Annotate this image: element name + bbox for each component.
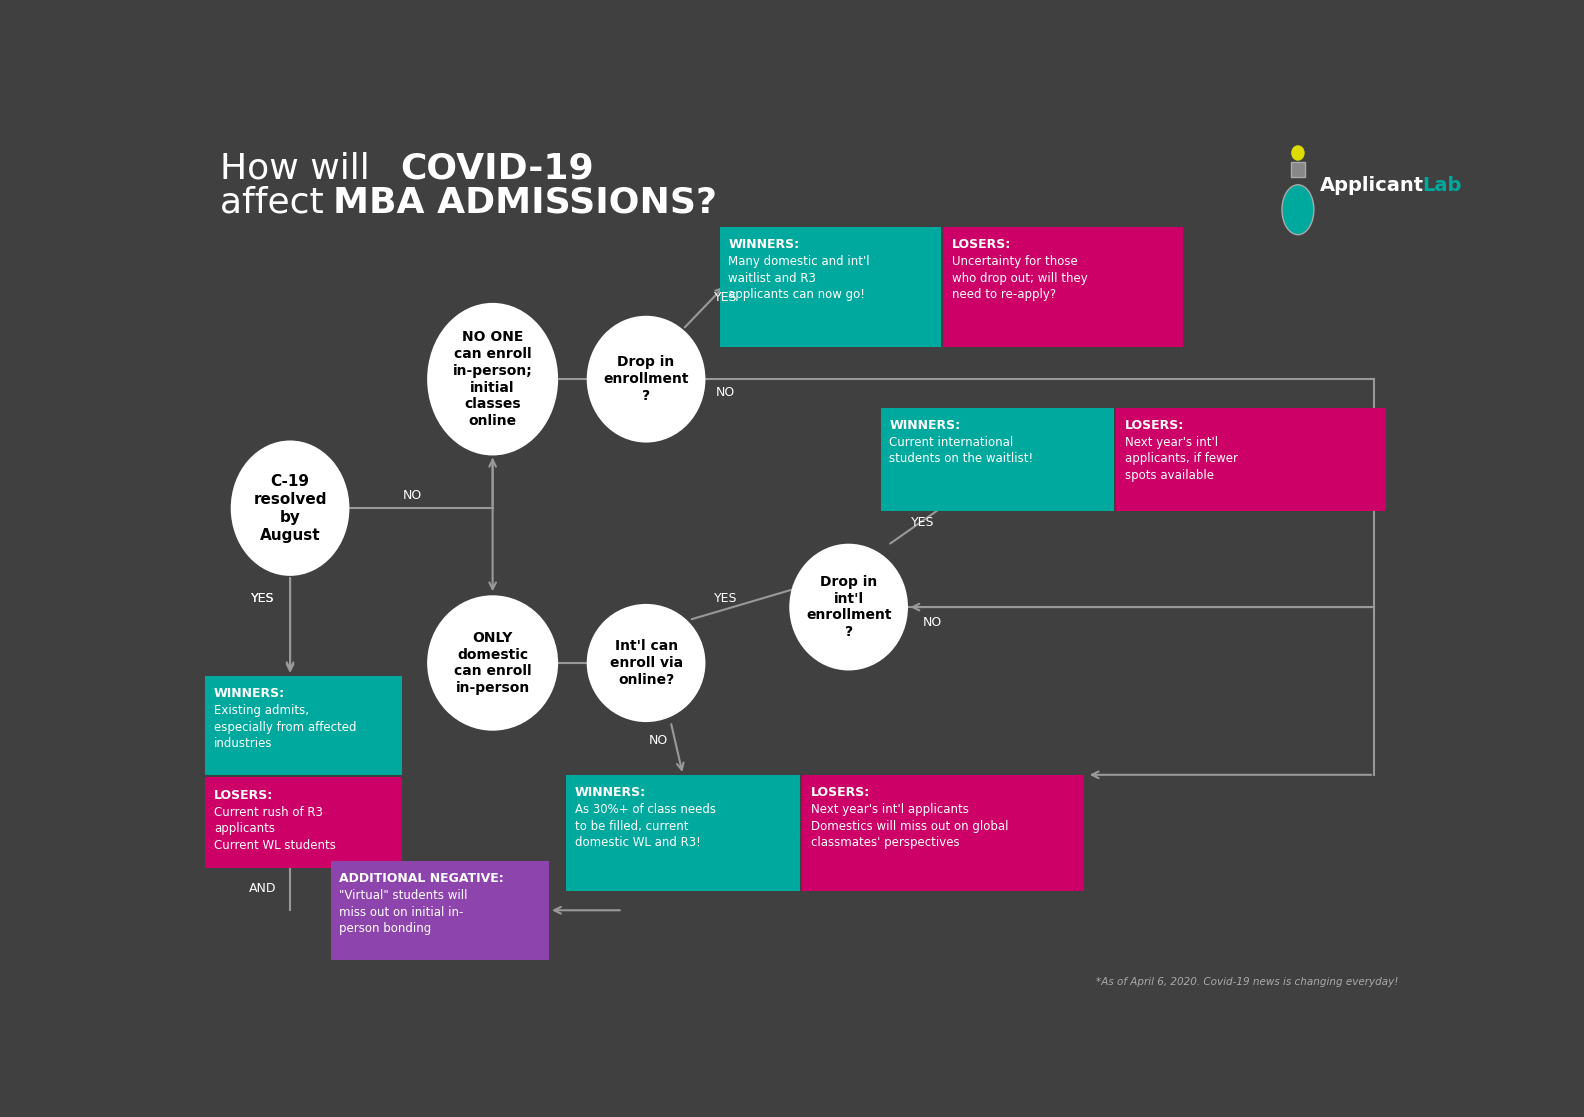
Text: ONLY
domestic
can enroll
in-person: ONLY domestic can enroll in-person [453, 631, 532, 695]
Text: How will: How will [220, 152, 382, 185]
Ellipse shape [1281, 184, 1313, 235]
Text: NO: NO [922, 617, 942, 629]
Text: COVID-19: COVID-19 [401, 152, 594, 185]
Text: LOSERS:: LOSERS: [214, 789, 272, 802]
FancyBboxPatch shape [206, 676, 402, 775]
Text: LOSERS:: LOSERS: [1125, 419, 1185, 432]
Text: WINNERS:: WINNERS: [214, 687, 285, 700]
Text: Many domestic and int'l
waitlist and R3
applicants can now go!: Many domestic and int'l waitlist and R3 … [729, 256, 870, 302]
Text: NO: NO [404, 489, 423, 502]
Ellipse shape [231, 441, 348, 575]
Text: C-19
resolved
by
August: C-19 resolved by August [253, 474, 326, 543]
FancyBboxPatch shape [1291, 162, 1305, 176]
Text: Int'l can
enroll via
online?: Int'l can enroll via online? [610, 639, 683, 687]
Text: Current international
students on the waitlist!: Current international students on the wa… [889, 436, 1033, 466]
FancyBboxPatch shape [802, 775, 1085, 891]
Text: *As of April 6, 2020. Covid-19 news is changing everyday!: *As of April 6, 2020. Covid-19 news is c… [1096, 977, 1399, 987]
Text: Drop in
int'l
enrollment
?: Drop in int'l enrollment ? [806, 575, 892, 639]
Text: YES: YES [252, 592, 274, 605]
FancyBboxPatch shape [1117, 408, 1386, 510]
FancyBboxPatch shape [881, 408, 1114, 510]
FancyBboxPatch shape [331, 861, 550, 960]
Text: NO ONE
can enroll
in-person;
initial
classes
online: NO ONE can enroll in-person; initial cla… [453, 331, 532, 428]
Text: As 30%+ of class needs
to be filled, current
domestic WL and R3!: As 30%+ of class needs to be filled, cur… [575, 803, 716, 849]
Text: Existing admits,
especially from affected
industries: Existing admits, especially from affecte… [214, 705, 356, 751]
Ellipse shape [428, 596, 558, 729]
FancyBboxPatch shape [567, 775, 800, 891]
Text: Next year's int'l applicants
Domestics will miss out on global
classmates' persp: Next year's int'l applicants Domestics w… [811, 803, 1007, 849]
Text: LOSERS:: LOSERS: [811, 786, 870, 799]
Text: Current rush of R3
applicants
Current WL students: Current rush of R3 applicants Current WL… [214, 805, 336, 852]
Text: ADDITIONAL NEGATIVE:: ADDITIONAL NEGATIVE: [339, 872, 504, 885]
Text: LOSERS:: LOSERS: [952, 238, 1011, 251]
Ellipse shape [428, 304, 558, 455]
Text: Next year's int'l
applicants, if fewer
spots available: Next year's int'l applicants, if fewer s… [1125, 436, 1237, 481]
FancyBboxPatch shape [206, 777, 402, 868]
Text: Lab: Lab [1422, 176, 1462, 195]
Text: AND: AND [249, 882, 277, 895]
Text: "Virtual" students will
miss out on initial in-
person bonding: "Virtual" students will miss out on init… [339, 889, 467, 935]
Text: WINNERS:: WINNERS: [729, 238, 800, 251]
Ellipse shape [588, 317, 705, 441]
Text: Drop in
enrollment
?: Drop in enrollment ? [604, 355, 689, 403]
Text: YES: YES [714, 592, 738, 605]
Text: WINNERS:: WINNERS: [575, 786, 646, 799]
Text: MBA ADMISSIONS?: MBA ADMISSIONS? [333, 185, 718, 220]
Ellipse shape [1291, 145, 1305, 161]
Text: NO: NO [716, 385, 735, 399]
FancyBboxPatch shape [942, 227, 1183, 347]
Text: WINNERS:: WINNERS: [889, 419, 960, 432]
Text: YES: YES [252, 592, 274, 605]
Ellipse shape [588, 605, 705, 722]
Text: affect: affect [220, 185, 336, 220]
Text: Uncertainty for those
who drop out; will they
need to re-apply?: Uncertainty for those who drop out; will… [952, 256, 1088, 302]
Text: YES: YES [911, 516, 935, 529]
Text: NO: NO [649, 734, 668, 747]
FancyBboxPatch shape [719, 227, 941, 347]
Text: YES: YES [714, 290, 738, 304]
Text: Applicant: Applicant [1319, 176, 1424, 195]
Ellipse shape [790, 545, 908, 669]
